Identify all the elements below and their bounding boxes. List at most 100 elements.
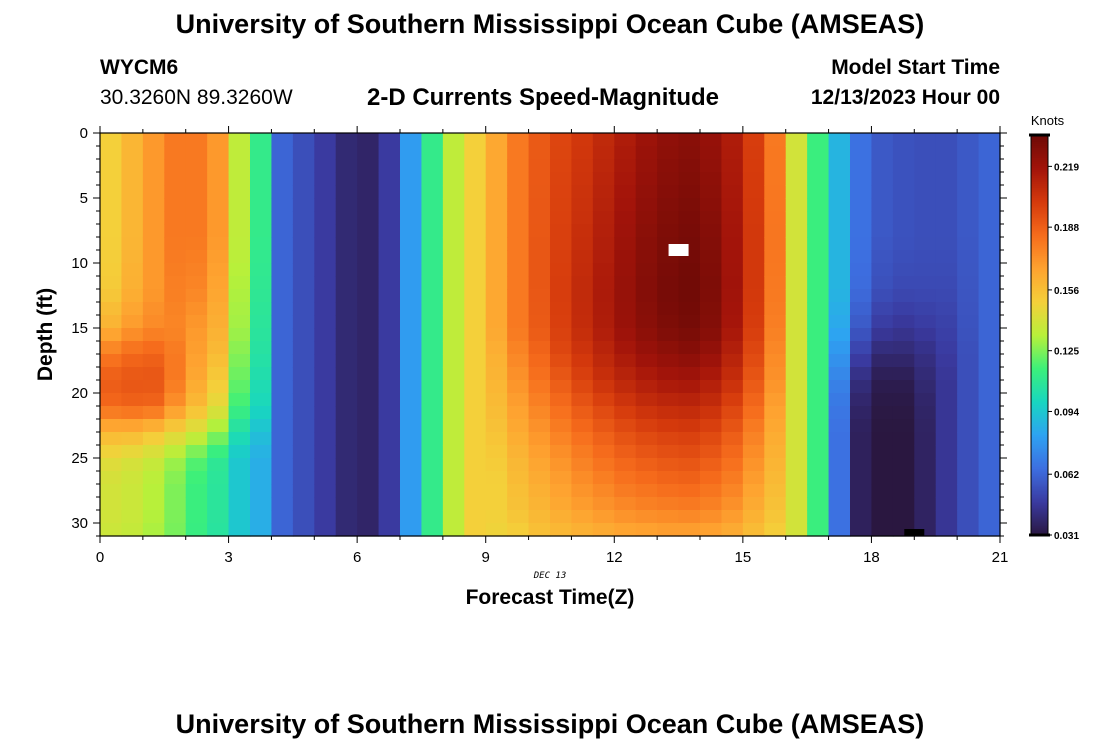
- heatmap-cell: [314, 146, 337, 160]
- heatmap-cell: [507, 523, 530, 537]
- heatmap-cell: [400, 198, 423, 212]
- heatmap-cell: [250, 484, 273, 498]
- heatmap-cell: [421, 523, 444, 537]
- heatmap-cell: [678, 198, 701, 212]
- heatmap-cell: [807, 276, 830, 290]
- heatmap-cell: [271, 185, 294, 199]
- heatmap-cell: [914, 133, 937, 147]
- heatmap-cell: [207, 328, 230, 342]
- heatmap-cell: [914, 497, 937, 511]
- heatmap-cell: [507, 445, 530, 459]
- heatmap-cell: [528, 510, 551, 524]
- colorbar-segment: [1031, 243, 1048, 246]
- heatmap-cell: [207, 172, 230, 186]
- heatmap-cell: [935, 133, 958, 147]
- heatmap-cell: [828, 484, 851, 498]
- heatmap-cell: [871, 471, 894, 485]
- heatmap-cell: [892, 497, 915, 511]
- heatmap-cell: [228, 484, 251, 498]
- heatmap-cell: [764, 198, 787, 212]
- x-date-label: DEC 13: [533, 571, 567, 581]
- heatmap-cell: [378, 224, 401, 238]
- heatmap-cell: [485, 419, 508, 433]
- heatmap-cell: [571, 289, 594, 303]
- heatmap-cell: [271, 172, 294, 186]
- heatmap-cell: [507, 341, 530, 355]
- heatmap-cell: [185, 367, 208, 381]
- heatmap-cell: [507, 471, 530, 485]
- colorbar-segment: [1031, 413, 1048, 416]
- heatmap-cell: [914, 276, 937, 290]
- heatmap-cell: [550, 211, 573, 225]
- heatmap-cell: [678, 133, 701, 147]
- heatmap-cell: [957, 419, 980, 433]
- heatmap-cell: [314, 328, 337, 342]
- colorbar-segment: [1031, 291, 1048, 294]
- colorbar-segment: [1031, 191, 1048, 194]
- colorbar-segment: [1031, 255, 1048, 258]
- heatmap-cell: [250, 185, 273, 199]
- heatmap-cell: [935, 510, 958, 524]
- heatmap-cell: [785, 484, 808, 498]
- heatmap-cell: [614, 172, 637, 186]
- colorbar-segment: [1031, 463, 1048, 466]
- heatmap-cell: [400, 471, 423, 485]
- heatmap-cell: [228, 263, 251, 277]
- heatmap-cell: [271, 497, 294, 511]
- heatmap-cell: [100, 250, 123, 264]
- heatmap-cell: [657, 276, 680, 290]
- colorbar-segment: [1031, 195, 1048, 198]
- heatmap-cell: [335, 354, 358, 368]
- colorbar-segment: [1031, 321, 1048, 324]
- heatmap-cell: [614, 198, 637, 212]
- plot-frame: [99, 132, 1001, 537]
- heatmap-cell: [292, 250, 315, 264]
- heatmap-cell: [421, 172, 444, 186]
- heatmap-cell: [785, 263, 808, 277]
- heatmap-cell: [978, 406, 1001, 420]
- heatmap-cell: [164, 276, 187, 290]
- heatmap-cell: [635, 315, 658, 329]
- heatmap-cell: [657, 263, 680, 277]
- heatmap-cell: [678, 510, 701, 524]
- heatmap-cell: [421, 393, 444, 407]
- heatmap-cell: [464, 432, 487, 446]
- x-tick-label: 18: [863, 549, 880, 566]
- heatmap-cell: [528, 159, 551, 173]
- heatmap-cell: [335, 432, 358, 446]
- heatmap-cell: [807, 471, 830, 485]
- heatmap-cell: [121, 185, 144, 199]
- heatmap-cell: [742, 159, 765, 173]
- y-tick-label: 20: [71, 385, 88, 402]
- heatmap-cell: [142, 211, 165, 225]
- heatmap-cell: [271, 328, 294, 342]
- heatmap-cell: [421, 445, 444, 459]
- heatmap-cell: [400, 263, 423, 277]
- heatmap-cell: [828, 497, 851, 511]
- heatmap-cell: [871, 172, 894, 186]
- heatmap-cell: [700, 510, 723, 524]
- heatmap-cell: [700, 432, 723, 446]
- heatmap-cell: [635, 224, 658, 238]
- heatmap-cell: [271, 523, 294, 537]
- heatmap-cell: [400, 224, 423, 238]
- heatmap-cell: [742, 341, 765, 355]
- heatmap-cell: [571, 198, 594, 212]
- heatmap-cell: [657, 419, 680, 433]
- heatmap-cell: [635, 250, 658, 264]
- heatmap-cell: [442, 250, 465, 264]
- y-tick-label: 30: [71, 515, 88, 532]
- heatmap-cell: [442, 133, 465, 147]
- heatmap-cell: [635, 484, 658, 498]
- colorbar-segment: [1031, 281, 1048, 284]
- heatmap-cell: [185, 393, 208, 407]
- heatmap-cell: [485, 302, 508, 316]
- heatmap-cell: [292, 185, 315, 199]
- heatmap-cell: [914, 224, 937, 238]
- heatmap-cell: [228, 432, 251, 446]
- heatmap-cell: [807, 237, 830, 251]
- heatmap-cell: [592, 289, 615, 303]
- heatmap-cell: [378, 341, 401, 355]
- heatmap-cell: [142, 445, 165, 459]
- colorbar-segment: [1031, 481, 1048, 484]
